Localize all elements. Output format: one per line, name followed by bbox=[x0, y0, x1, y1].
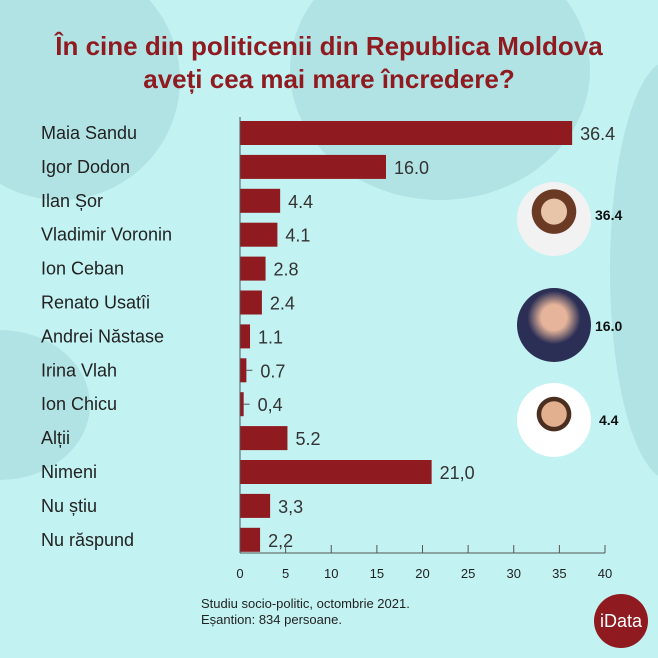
photo-igor-dodon bbox=[517, 288, 591, 362]
bar bbox=[240, 493, 271, 518]
data-label: 36.4 bbox=[580, 124, 615, 144]
highlight-label: 16.0 bbox=[595, 318, 623, 334]
photo-maia-sandu bbox=[517, 182, 591, 256]
x-tick-label: 25 bbox=[461, 566, 475, 581]
data-label: 2.8 bbox=[274, 260, 299, 280]
bar bbox=[240, 358, 247, 383]
bar bbox=[240, 188, 281, 213]
x-tick-label: 5 bbox=[282, 566, 289, 581]
category-label: Nu știu bbox=[41, 496, 97, 516]
chart-title: În cine din politicenii din Republica Mo… bbox=[0, 30, 658, 96]
bar bbox=[240, 121, 573, 145]
data-label: 4.4 bbox=[288, 192, 313, 212]
x-tick-label: 30 bbox=[507, 566, 521, 581]
title-line: aveți cea mai mare încredere? bbox=[143, 64, 515, 94]
category-label: Vladimir Voronin bbox=[41, 225, 172, 245]
data-label: 0.7 bbox=[260, 361, 285, 381]
idata-logo: iData bbox=[594, 594, 648, 648]
bar bbox=[240, 426, 288, 451]
x-tick-label: 0 bbox=[236, 566, 243, 581]
data-label: 5.2 bbox=[295, 429, 320, 449]
category-label: Maia Sandu bbox=[41, 123, 137, 143]
category-label: Igor Dodon bbox=[41, 157, 130, 177]
x-tick-label: 20 bbox=[415, 566, 429, 581]
photo-ilan-sor bbox=[517, 383, 591, 457]
bar bbox=[240, 290, 262, 315]
bar bbox=[240, 460, 432, 484]
category-label: Ion Chicu bbox=[41, 394, 117, 414]
category-label: Irina Vlah bbox=[41, 360, 117, 380]
bar bbox=[240, 527, 261, 552]
x-tick-label: 35 bbox=[552, 566, 566, 581]
x-tick-label: 15 bbox=[370, 566, 384, 581]
bar bbox=[240, 256, 266, 281]
data-label: 3,3 bbox=[278, 497, 303, 517]
category-label: Ion Ceban bbox=[41, 259, 124, 279]
highlight-label: 4.4 bbox=[599, 412, 619, 428]
data-label: 2,2 bbox=[268, 531, 293, 551]
data-label: 0,4 bbox=[258, 395, 283, 415]
data-label: 2.4 bbox=[270, 294, 295, 314]
data-label: 21,0 bbox=[440, 463, 475, 483]
category-label: Nimeni bbox=[41, 462, 97, 482]
category-label: Alții bbox=[41, 428, 70, 448]
sample-note: Eșantion: 834 persoane. bbox=[201, 612, 342, 627]
x-tick-label: 10 bbox=[324, 566, 338, 581]
title-line: În cine din politicenii din Republica Mo… bbox=[55, 31, 603, 61]
data-label: 4.1 bbox=[285, 226, 310, 246]
bar bbox=[240, 324, 251, 349]
bar bbox=[240, 392, 244, 417]
category-label: Ilan Șor bbox=[41, 191, 103, 211]
x-tick-label: 40 bbox=[598, 566, 612, 581]
data-label: 1.1 bbox=[258, 327, 283, 347]
bar bbox=[240, 154, 386, 179]
category-label: Andrei Năstase bbox=[41, 326, 164, 346]
bar bbox=[240, 222, 278, 247]
highlight-label: 36.4 bbox=[595, 207, 623, 223]
category-label: Nu răspund bbox=[41, 530, 134, 550]
source-note: Studiu socio-politic, octombrie 2021. bbox=[201, 596, 410, 611]
data-label: 16.0 bbox=[394, 158, 429, 178]
category-label: Renato Usatîi bbox=[41, 293, 150, 313]
